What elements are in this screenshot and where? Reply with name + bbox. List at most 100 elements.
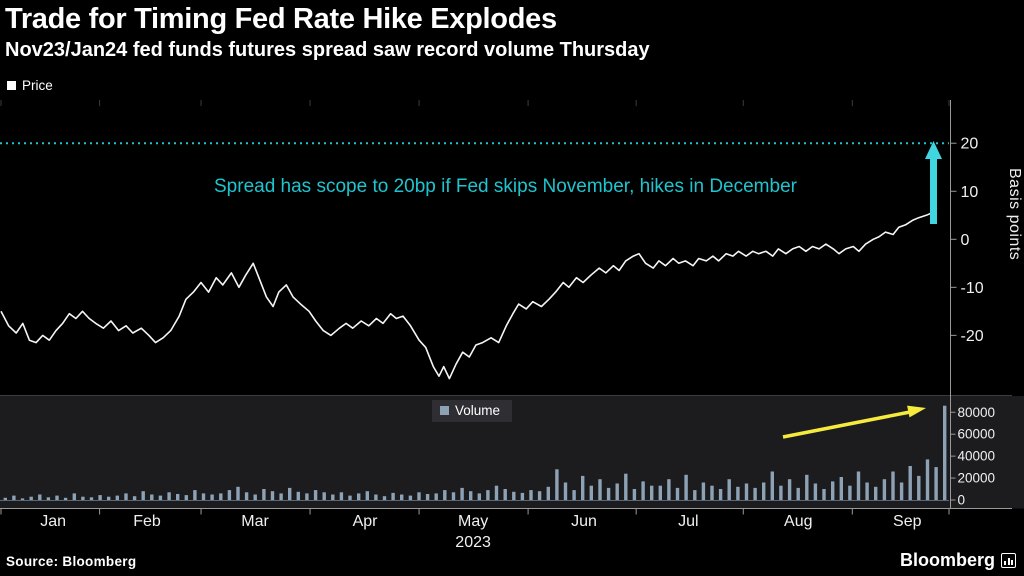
volume-bar	[81, 496, 85, 500]
volume-bar	[98, 495, 102, 500]
volume-bar	[176, 494, 180, 500]
volume-bar	[89, 497, 94, 500]
yellow-arrow-head	[907, 405, 926, 418]
volume-bar	[331, 494, 335, 500]
volume-bar	[813, 483, 818, 500]
volume-bar	[460, 487, 464, 500]
volume-bar	[796, 487, 800, 500]
y-tick-label: 0	[961, 232, 970, 249]
cyan-arrow	[925, 141, 942, 224]
volume-bar	[693, 490, 697, 500]
page-title: Trade for Timing Fed Rate Hike Explodes	[5, 3, 557, 35]
volume-bar	[770, 471, 774, 500]
volume-bar	[736, 486, 740, 500]
volume-bar	[848, 485, 852, 500]
volume-bar	[451, 492, 456, 500]
volume-bar	[632, 489, 637, 500]
volume-bar	[262, 489, 266, 500]
volume-bar	[296, 491, 300, 500]
volume-bar	[434, 493, 438, 500]
volume-bar	[650, 485, 654, 500]
volume-bar	[529, 490, 533, 500]
volume-bar	[270, 491, 275, 500]
price-legend-label: Price	[22, 78, 53, 93]
volume-bar	[29, 496, 33, 500]
month-label: Jun	[571, 513, 597, 530]
volume-bar	[589, 485, 593, 500]
volume-bar	[874, 486, 878, 500]
volume-bar	[443, 490, 447, 500]
volume-bar	[417, 492, 421, 500]
volume-bar	[348, 495, 352, 500]
volume-bar	[236, 486, 240, 500]
volume-bar	[925, 459, 930, 500]
month-label: Sep	[893, 513, 922, 530]
month-label: Feb	[133, 513, 161, 530]
y-tick-label: 20	[961, 136, 979, 153]
volume-bar	[882, 479, 887, 500]
volume-bar	[279, 493, 283, 500]
volume-bar	[322, 492, 326, 500]
volume-bar	[3, 497, 7, 500]
y-tick-label: -10	[961, 280, 984, 297]
month-label: Jul	[678, 513, 698, 530]
price-legend: Price	[7, 78, 53, 93]
year-label: 2023	[455, 534, 491, 551]
volume-bar	[46, 497, 51, 500]
axis-labels: 20 10 0 -10 -20 80000 60000 40000 20000 0 Jan Feb Ma…	[40, 136, 995, 551]
volume-bar	[124, 493, 128, 500]
volume-bar	[891, 471, 895, 500]
terminal-icon-bar	[1004, 561, 1006, 565]
volume-tick-label: 40000	[958, 449, 996, 464]
source-label: Source: Bloomberg	[6, 554, 137, 569]
yellow-arrow-shaft	[782, 410, 911, 439]
volume-bar	[357, 493, 361, 500]
volume-bar	[503, 489, 507, 500]
volume-bar	[494, 485, 499, 500]
volume-bar	[917, 475, 921, 500]
volume-tick-label: 20000	[958, 471, 996, 486]
volume-legend: Volume	[432, 400, 513, 422]
volume-bar	[365, 491, 369, 500]
month-label: Jan	[40, 513, 66, 530]
volume-bar	[865, 482, 869, 500]
price-line	[0, 207, 938, 380]
volume-bar	[555, 469, 559, 500]
terminal-icon-bar	[1011, 560, 1013, 565]
volume-bar	[718, 489, 723, 500]
volume-bar	[598, 479, 602, 500]
volume-bar	[167, 492, 171, 500]
volume-bar	[210, 494, 214, 500]
volume-bar	[779, 485, 783, 500]
month-label: Mar	[241, 513, 269, 530]
volume-bar	[288, 487, 292, 500]
axis-ticks	[0, 100, 957, 515]
volume-bar	[339, 492, 344, 500]
volume-bar	[572, 490, 576, 500]
annotation-text: Spread has scope to 20bp if Fed skips No…	[214, 176, 797, 197]
cyan-arrow-head	[925, 141, 942, 159]
volume-bar	[520, 492, 525, 500]
yellow-arrow	[782, 405, 926, 439]
volume-bar	[658, 485, 662, 500]
volume-bar	[158, 495, 163, 500]
volume-bar	[899, 482, 904, 500]
terminal-icon-bar	[1007, 558, 1010, 565]
volume-bar	[856, 471, 861, 500]
volume-swatch-icon	[440, 406, 449, 415]
volume-bar	[787, 479, 792, 500]
month-label: May	[458, 513, 488, 530]
volume-bar	[382, 496, 387, 500]
volume-bar	[38, 494, 42, 500]
volume-bar	[400, 494, 404, 500]
volume-bar	[141, 491, 145, 500]
volume-bar	[563, 482, 568, 500]
volume-bar	[408, 495, 413, 500]
volume-bar	[667, 479, 671, 500]
volume-bar	[744, 483, 749, 500]
volume-bar	[63, 497, 68, 500]
volume-bar	[132, 496, 137, 500]
volume-tick-label: 0	[958, 493, 966, 508]
